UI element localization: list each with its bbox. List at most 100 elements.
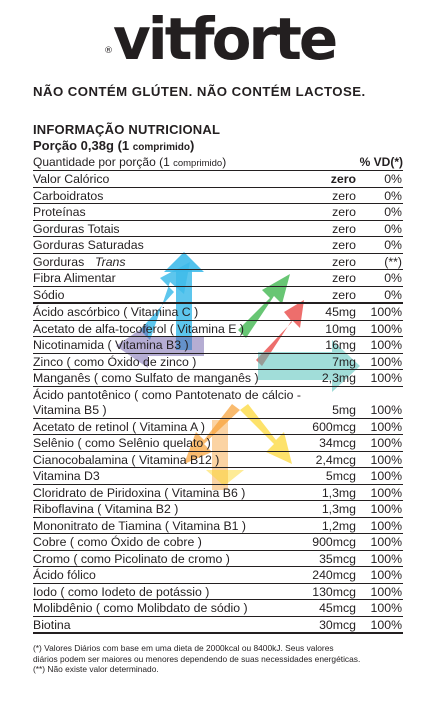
nutrient-vd: (**) bbox=[384, 254, 402, 269]
nutrient-name: Ácido fólico bbox=[33, 568, 96, 582]
nutrient-name: Biotina bbox=[33, 617, 71, 632]
portion-main: Porção 0,38g bbox=[33, 138, 114, 153]
table-row: Vitamina D3 5mcg 100% bbox=[33, 468, 403, 485]
vd-header: % VD(*) bbox=[359, 155, 403, 169]
nutrient-name: Vitamina B5 ) bbox=[33, 403, 107, 417]
nutrient-name: Cloridrato de Piridoxina ( Vitamina B6 ) bbox=[33, 485, 246, 500]
nutrient-amount: 2,3mg bbox=[321, 371, 356, 385]
nutrient-vd: 100% bbox=[370, 518, 402, 533]
nutrient-vd: 100% bbox=[370, 469, 402, 483]
nutrient-amount: 10mg bbox=[325, 321, 356, 336]
table-row: Gorduras Trans zero (**) bbox=[33, 254, 403, 270]
nutrient-vd: 0% bbox=[384, 238, 402, 252]
table-row: Manganês ( como Sulfato de manganês ) 2,3… bbox=[33, 370, 403, 387]
nutrient-name: Gorduras Totais bbox=[33, 221, 120, 236]
nutrient-amount: 1,3mg bbox=[321, 485, 356, 500]
table-row: Zinco ( como Óxido de zinco ) 7mg 100% bbox=[33, 354, 403, 370]
nutrient-name: Proteínas bbox=[33, 205, 86, 219]
nutrient-vd: 100% bbox=[370, 452, 402, 467]
nutrient-vd: 100% bbox=[370, 338, 402, 352]
footnote-line: (*) Valores Diários com base em uma diet… bbox=[33, 643, 334, 653]
nutrient-vd: 0% bbox=[384, 287, 402, 302]
nutrient-amount: zero bbox=[332, 254, 356, 269]
nutrient-amount: 2,4mcg bbox=[315, 452, 356, 467]
nutrient-amount: 30mcg bbox=[319, 617, 356, 632]
nutrient-vd: 100% bbox=[370, 551, 402, 566]
portion-unit: comprimido bbox=[132, 142, 190, 153]
brand-name: vitforte bbox=[113, 5, 338, 73]
nutrient-amount: 1,2mg bbox=[321, 518, 356, 533]
quantity-header: Quantidade por porção (1 comprimido) % V… bbox=[33, 155, 403, 169]
nutrient-vd: 100% bbox=[370, 436, 402, 450]
table-row: Carboidratos zero 0% bbox=[33, 188, 403, 204]
nutrient-name: Manganês ( como Sulfato de manganês ) bbox=[33, 371, 259, 385]
nutrition-table: Valor Calórico zero 0% Carboidratos zero 0% Pr… bbox=[33, 170, 403, 634]
nutrition-title: INFORMAÇÃO NUTRICIONAL bbox=[33, 122, 221, 137]
table-row: Ácido ascórbico ( Vitamina C ) 45mg 100% bbox=[33, 304, 403, 321]
nutrient-vd: 100% bbox=[370, 568, 402, 582]
nutrient-name: Vitamina D3 bbox=[33, 469, 100, 483]
table-row: Ácido pantotênico ( como Pantotenato de … bbox=[33, 387, 403, 403]
nutrient-vd: 100% bbox=[370, 419, 402, 434]
table-row: Molibdênio ( como Molibdato de sódio ) 45… bbox=[33, 600, 403, 617]
nutrient-amount: zero bbox=[332, 205, 356, 219]
table-row: Nicotinamida ( Vitamina B3 ) 16mg 100% bbox=[33, 337, 403, 354]
table-row: Iodo ( como Iodeto de potássio ) 130mcg 10… bbox=[33, 584, 403, 600]
nutrient-name: Mononitrato de Tiamina ( Vitamina B1 ) bbox=[33, 518, 247, 533]
table-row: Valor Calórico zero 0% bbox=[33, 170, 403, 188]
table-row: Fibra Alimentar zero 0% bbox=[33, 270, 403, 287]
nutrient-name: Ácido ascórbico ( Vitamina C ) bbox=[33, 305, 199, 319]
nutrient-name: Riboflavina ( Vitamina B2 ) bbox=[33, 502, 179, 516]
nutrient-amount: zero bbox=[330, 172, 356, 186]
nutrient-amount: zero bbox=[332, 188, 356, 203]
table-row: Ácido fólico 240mcg 100% bbox=[33, 567, 403, 584]
portion-size: Porção 0,38g (1 comprimido) bbox=[33, 138, 194, 153]
table-row: Cobre ( como Óxido de cobre ) 900mcg 100% bbox=[33, 534, 403, 551]
nutrient-name: Acetato de alfa-tocoferol ( Vitamina E ) bbox=[33, 321, 244, 336]
nutrient-name: Ácido pantotênico ( como Pantotenato de … bbox=[33, 387, 301, 402]
nutrient-name: Selênio ( como Selênio quelato ) bbox=[33, 436, 211, 450]
qty-unit: comprimido bbox=[173, 158, 223, 169]
nutrient-amount: 7mg bbox=[332, 354, 356, 369]
nutrient-name: Molibdênio ( como Molibdato de sódio ) bbox=[33, 601, 248, 615]
nutrient-name: Valor Calórico bbox=[33, 172, 110, 186]
footnote-line: diários podem ser maiores ou menores dep… bbox=[33, 653, 361, 664]
nutrient-amount: 130mcg bbox=[312, 584, 356, 599]
nutrient-vd: 0% bbox=[384, 205, 402, 219]
nutrient-amount: zero bbox=[332, 238, 356, 252]
nutrient-name: Cobre ( como Óxido de cobre ) bbox=[33, 535, 202, 549]
table-row: Acetato de retinol ( Vitamina A ) 600mcg 1… bbox=[33, 419, 403, 435]
nutrient-amount: 240mcg bbox=[312, 568, 356, 582]
qty-main: Quantidade por porção (1 bbox=[33, 155, 170, 169]
nutrient-name-italic: Trans bbox=[95, 254, 126, 269]
nutrient-amount: 1,3mg bbox=[321, 502, 356, 516]
nutrient-amount: zero bbox=[332, 221, 356, 236]
nutrient-name: Carboidratos bbox=[33, 188, 104, 203]
nutrient-vd: 100% bbox=[370, 354, 402, 369]
table-row: Riboflavina ( Vitamina B2 ) 1,3mg 100% bbox=[33, 501, 403, 518]
nutrient-name: Nicotinamida ( Vitamina B3 ) bbox=[33, 338, 189, 352]
table-row: Gorduras Totais zero 0% bbox=[33, 221, 403, 237]
nutrient-vd: 100% bbox=[370, 403, 402, 417]
registered-mark: ® bbox=[104, 46, 113, 56]
nutrient-name: Gorduras Saturadas bbox=[33, 238, 144, 252]
nutrient-vd: 0% bbox=[384, 172, 402, 186]
nutrient-amount: 35mcg bbox=[319, 551, 356, 566]
portion-paren-close: ) bbox=[189, 138, 195, 153]
nutrient-name: Zinco ( como Óxido de zinco ) bbox=[33, 354, 197, 369]
nutrient-name: Iodo ( como Iodeto de potássio ) bbox=[33, 584, 210, 599]
nutrient-vd: 0% bbox=[384, 221, 402, 236]
nutrient-name: Cromo ( como Picolinato de cromo ) bbox=[33, 551, 230, 566]
table-row: Gorduras Saturadas zero 0% bbox=[33, 237, 403, 254]
qty-close: ) bbox=[222, 155, 227, 169]
allergen-notice: NÃO CONTÉM GLÚTEN. NÃO CONTÉM LACTOSE. bbox=[33, 84, 366, 99]
nutrient-amount: 5mg bbox=[332, 403, 356, 417]
nutrient-name: Cianocobalamina ( Vitamina B12 ) bbox=[33, 452, 220, 467]
nutrient-name: Acetato de retinol ( Vitamina A ) bbox=[33, 419, 206, 434]
nutrient-vd: 100% bbox=[370, 617, 402, 632]
nutrient-vd: 100% bbox=[370, 584, 402, 599]
footnote-line: (**) Não existe valor determinado. bbox=[33, 664, 159, 674]
nutrient-vd: 100% bbox=[370, 601, 402, 615]
nutrient-amount: 34mcg bbox=[319, 436, 356, 450]
table-row: Sódio zero 0% bbox=[33, 287, 403, 304]
